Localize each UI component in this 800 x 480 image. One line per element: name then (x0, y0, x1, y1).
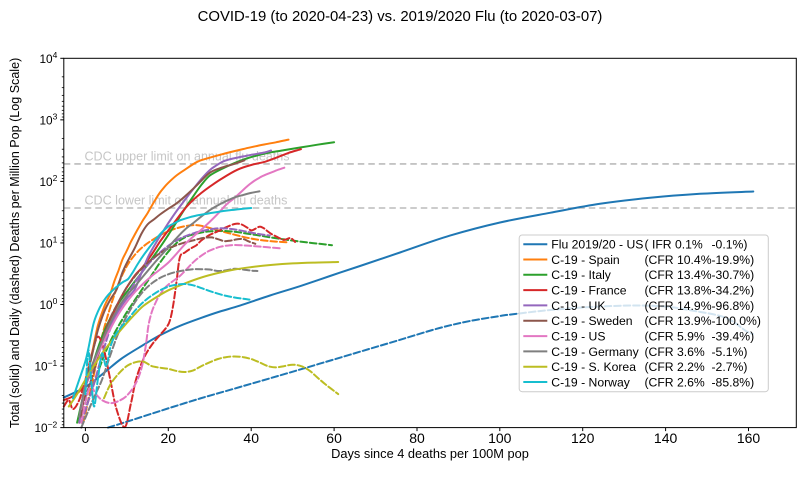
svg-text:160: 160 (737, 430, 761, 446)
svg-text:C-19 - France: C-19 - France (551, 284, 626, 298)
svg-text:0: 0 (82, 430, 90, 446)
svg-text:C-19 - Italy: C-19 - Italy (551, 268, 612, 282)
svg-text:(CFR 13.8%: (CFR 13.8% (645, 284, 712, 298)
svg-text:COVID-19 (to 2020-04-23) vs. 2: COVID-19 (to 2020-04-23) vs. 2019/2020 F… (198, 9, 603, 25)
svg-text:C-19 - Spain: C-19 - Spain (551, 253, 619, 267)
svg-text:C-19 - Germany: C-19 - Germany (551, 345, 639, 359)
svg-text:-96.8%): -96.8%) (712, 299, 755, 313)
svg-text:(CFR 2.2%: (CFR 2.2% (645, 360, 705, 374)
svg-text:( IFR 0.1%: ( IFR 0.1% (645, 238, 703, 252)
svg-text:-0.1%): -0.1%) (712, 238, 748, 252)
svg-text:C-19 - Sweden: C-19 - Sweden (551, 314, 632, 328)
svg-text:-19.9%): -19.9%) (712, 253, 755, 267)
svg-text:-5.1%): -5.1%) (712, 345, 748, 359)
svg-text:(CFR 3.6%: (CFR 3.6% (645, 345, 705, 359)
svg-text:(CFR 5.9%: (CFR 5.9% (645, 330, 705, 344)
svg-text:(CFR 14.9%: (CFR 14.9% (645, 299, 712, 313)
svg-text:-34.2%): -34.2%) (712, 284, 755, 298)
svg-text:(CFR 10.4%: (CFR 10.4% (645, 253, 712, 267)
svg-text:(CFR 13.9%: (CFR 13.9% (645, 314, 712, 328)
svg-text:C-19 - S. Korea: C-19 - S. Korea (551, 360, 636, 374)
svg-text:140: 140 (654, 430, 678, 446)
svg-text:-2.7%): -2.7%) (712, 360, 748, 374)
svg-text:100: 100 (488, 430, 512, 446)
svg-text:-30.7%): -30.7%) (712, 268, 755, 282)
svg-text:120: 120 (571, 430, 595, 446)
svg-text:C-19 - Norway: C-19 - Norway (551, 375, 630, 389)
svg-text:20: 20 (161, 430, 177, 446)
svg-text:Days since 4 deaths per 100M p: Days since 4 deaths per 100M pop (331, 446, 529, 461)
svg-text:Total (solid) and Daily (dashe: Total (solid) and Daily (dashed) Deaths … (8, 58, 22, 428)
svg-text:Flu 2019/20 - US: Flu 2019/20 - US (551, 238, 643, 252)
svg-text:60: 60 (326, 430, 342, 446)
svg-text:C-19 - UK: C-19 - UK (551, 299, 605, 313)
svg-text:80: 80 (409, 430, 425, 446)
svg-text:(CFR 13.4%: (CFR 13.4% (645, 268, 712, 282)
svg-text:-100.0%): -100.0%) (712, 314, 761, 328)
svg-text:(CFR 2.6%: (CFR 2.6% (645, 375, 705, 389)
svg-text:-85.8%): -85.8%) (712, 375, 755, 389)
svg-text:CDC upper limit on annual flu: CDC upper limit on annual flu deaths (85, 149, 290, 163)
svg-text:-39.4%): -39.4%) (712, 330, 755, 344)
svg-text:40: 40 (243, 430, 259, 446)
svg-text:C-19 - US: C-19 - US (551, 330, 605, 344)
